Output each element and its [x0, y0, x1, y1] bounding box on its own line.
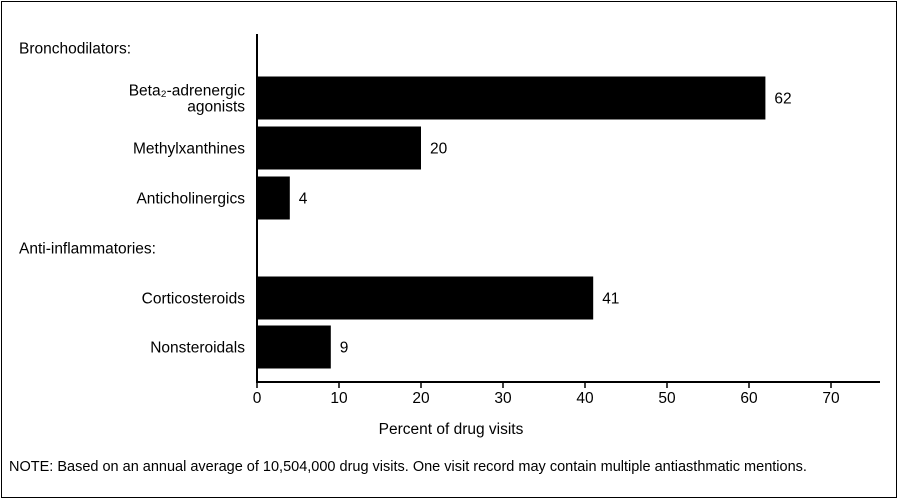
x-axis-label: Percent of drug visits	[379, 421, 524, 438]
bar	[257, 176, 290, 220]
data-label: 62	[774, 91, 791, 108]
x-tick-label: 50	[658, 390, 676, 407]
category-label: Methylxanthines	[133, 141, 245, 158]
category-label: Nonsteroidals	[150, 340, 245, 357]
data-label: 4	[299, 191, 308, 208]
group-heading: Bronchodilators:	[19, 41, 131, 58]
x-tick-label: 10	[330, 390, 348, 407]
category-label: Anticholinergics	[136, 191, 245, 208]
bar	[257, 126, 421, 170]
x-tick-label: 40	[576, 390, 594, 407]
x-tick-label: 0	[253, 390, 262, 407]
x-tick-label: 70	[822, 390, 840, 407]
bar	[257, 276, 594, 320]
group-heading: Anti-inflammatories:	[19, 241, 156, 258]
x-tick-label: 20	[412, 390, 430, 407]
data-label: 9	[340, 340, 349, 357]
category-label: agonists	[187, 99, 245, 116]
figure-note: NOTE: Based on an annual average of 10,5…	[9, 459, 807, 475]
data-label: 20	[430, 141, 448, 158]
bar	[257, 325, 331, 369]
category-label: Beta₂-adrenergic	[129, 83, 246, 100]
x-tick-label: 30	[494, 390, 512, 407]
bar-chart: Bronchodilators: Beta₂-adrenergicagonists…	[19, 34, 880, 438]
bar	[257, 76, 766, 120]
x-tick-label: 60	[740, 390, 758, 407]
data-label: 41	[602, 291, 619, 308]
category-label: Corticosteroids	[142, 291, 246, 308]
